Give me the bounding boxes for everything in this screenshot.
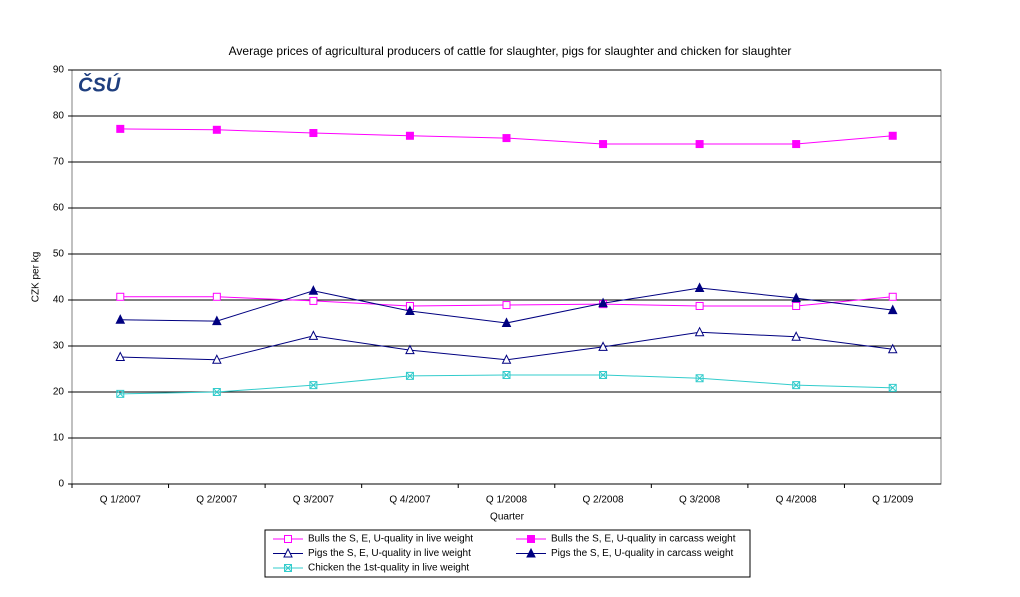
marker [887, 343, 898, 354]
marker [792, 301, 801, 310]
marker [694, 326, 705, 337]
x-tick-label: Q 1/2007 [100, 495, 142, 506]
chart-title: Average prices of agricultural producers… [229, 44, 792, 58]
marker [212, 125, 221, 134]
marker [212, 354, 222, 364]
legend-box [264, 529, 751, 578]
y-tick-label: 0 [58, 479, 64, 490]
x-tick-label: Q 4/2008 [776, 495, 818, 506]
marker [599, 140, 608, 149]
marker [791, 331, 801, 341]
y-tick-label: 50 [53, 249, 65, 260]
y-tick-label: 30 [53, 341, 65, 352]
marker [212, 292, 221, 301]
marker [212, 315, 222, 326]
marker [695, 301, 704, 310]
legend-label: Chicken the 1st-quality in live weight [308, 563, 469, 574]
y-tick-label: 40 [53, 295, 65, 306]
marker [116, 292, 125, 301]
marker [115, 314, 126, 324]
y-axis-label: CZK per kg [31, 252, 42, 303]
y-tick-label: 80 [53, 111, 65, 122]
plot-area [71, 69, 942, 485]
marker [888, 131, 897, 140]
series-line [120, 374, 893, 395]
marker [694, 282, 705, 293]
marker [501, 354, 512, 364]
marker [695, 374, 704, 383]
legend-marker [527, 535, 535, 543]
x-tick-label: Q 3/2007 [293, 495, 335, 506]
legend-marker [283, 547, 293, 558]
marker [599, 370, 608, 379]
y-tick-label: 20 [53, 387, 65, 398]
marker [308, 330, 319, 340]
marker [309, 296, 318, 305]
marker [212, 388, 221, 396]
x-tick-label: Q 2/2007 [196, 495, 238, 506]
marker [405, 371, 414, 380]
marker [501, 317, 512, 327]
legend-label: Bulls the S, E, U-quality in live weight [308, 534, 473, 545]
marker [792, 140, 801, 149]
x-tick-label: Q 2/2008 [582, 495, 624, 506]
legend-marker [284, 564, 292, 572]
marker [309, 129, 318, 138]
marker [405, 131, 414, 140]
marker [405, 344, 415, 355]
marker [887, 304, 898, 315]
marker [116, 389, 125, 398]
y-tick-label: 60 [53, 203, 65, 214]
y-tick-label: 90 [53, 65, 65, 76]
marker [116, 124, 125, 133]
legend-label: Bulls the S, E, U-quality in carcass wei… [551, 534, 736, 545]
marker [502, 301, 511, 310]
legend-marker [284, 535, 292, 543]
legend-label: Pigs the S, E, U-quality in live weight [308, 548, 471, 559]
legend-marker [526, 547, 536, 558]
x-tick-label: Q 1/2008 [486, 495, 528, 506]
marker [308, 285, 319, 295]
marker [502, 370, 511, 379]
x-tick-label: Q 1/2009 [872, 495, 914, 506]
marker [405, 305, 415, 316]
marker [598, 297, 608, 308]
y-tick-label: 10 [53, 433, 65, 444]
y-tick-label: 70 [53, 157, 65, 168]
marker [888, 292, 897, 301]
x-tick-label: Q 4/2007 [389, 495, 431, 506]
marker [502, 134, 511, 143]
marker [695, 140, 704, 149]
marker [309, 381, 318, 390]
legend-label: Pigs the S, E, U-quality in carcass weig… [551, 548, 734, 559]
marker [115, 351, 126, 362]
logo: ČSÚ [78, 72, 121, 96]
marker [791, 292, 801, 303]
marker [792, 381, 801, 390]
x-axis-label: Quarter [490, 512, 525, 523]
x-tick-label: Q 3/2008 [679, 495, 721, 506]
marker [598, 341, 608, 351]
marker [888, 383, 897, 392]
